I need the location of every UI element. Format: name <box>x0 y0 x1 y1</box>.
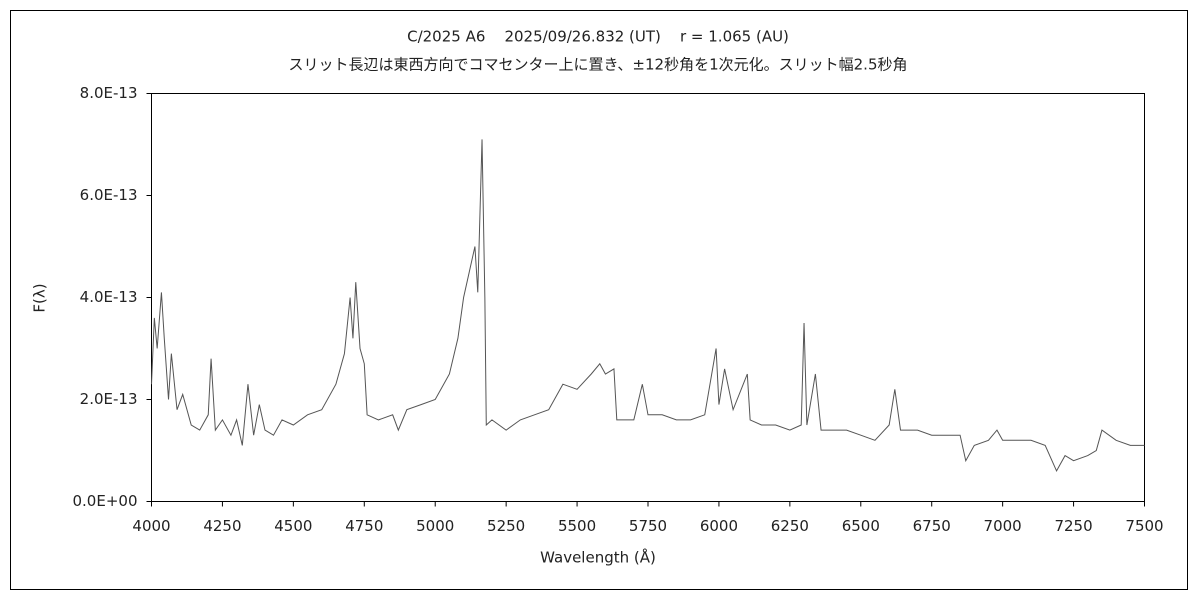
x-tick-label: 6500 <box>842 517 880 535</box>
x-tick-label: 6750 <box>913 517 951 535</box>
x-tick-label: 6000 <box>700 517 738 535</box>
chart-title: C/2025 A6 2025/09/26.832 (UT) r = 1.065 … <box>407 28 789 46</box>
x-tick-label: 5000 <box>416 517 454 535</box>
y-tick-label: 8.0E-13 <box>80 84 138 102</box>
x-tick-label: 7500 <box>1125 517 1163 535</box>
x-tick-label: 5500 <box>558 517 596 535</box>
x-tick-label: 4500 <box>274 517 312 535</box>
x-tick-label: 7250 <box>1054 517 1092 535</box>
x-tick-label: 4000 <box>132 517 170 535</box>
chart-frame <box>10 10 1188 590</box>
x-tick-label: 6250 <box>771 517 809 535</box>
chart-subtitle: スリット長辺は東西方向でコマセンター上に置き、±12秒角を1次元化。スリット幅2… <box>288 56 907 74</box>
x-tick-label: 4750 <box>345 517 383 535</box>
y-tick-label: 2.0E-13 <box>80 390 138 408</box>
y-tick-label: 0.0E+00 <box>73 492 138 510</box>
plot-area <box>151 93 1145 502</box>
x-axis-label: Wavelength (Å) <box>540 548 656 567</box>
x-tick-label: 5750 <box>629 517 667 535</box>
y-tick-label: 4.0E-13 <box>80 288 138 306</box>
x-tick-label: 7000 <box>984 517 1022 535</box>
y-tick-label: 6.0E-13 <box>80 186 138 204</box>
y-axis-label: F(λ) <box>31 283 49 312</box>
x-tick-label: 5250 <box>487 517 525 535</box>
spectrum-line <box>151 139 1145 473</box>
x-tick-label: 4250 <box>203 517 241 535</box>
